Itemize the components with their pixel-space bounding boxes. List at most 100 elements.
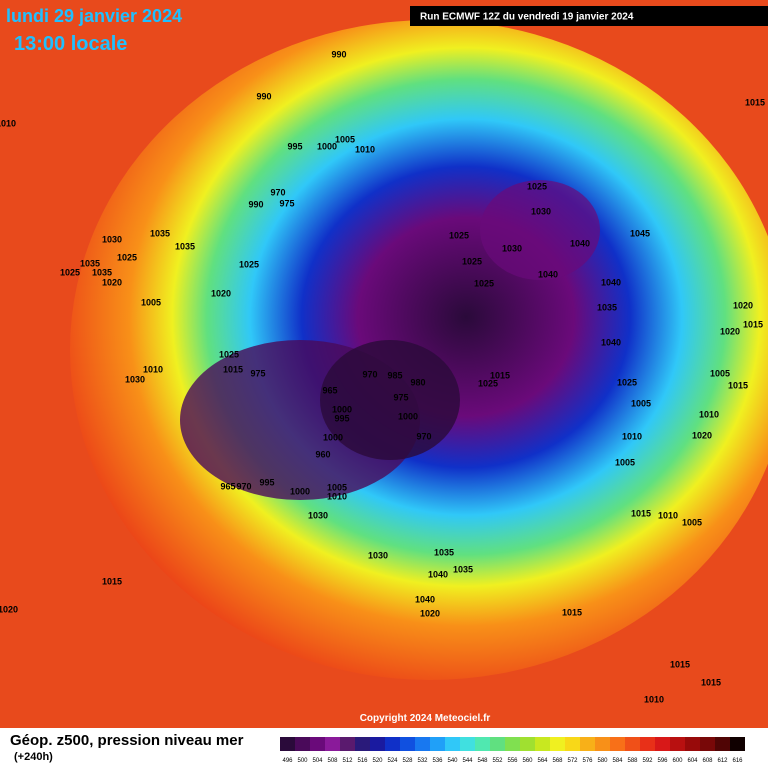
colorbar-swatch bbox=[325, 737, 340, 751]
isobar-label: 1025 bbox=[462, 256, 482, 266]
isobar-label: 1020 bbox=[420, 608, 440, 618]
isobar-label: 1025 bbox=[474, 278, 494, 288]
run-banner bbox=[410, 6, 768, 26]
colorbar-swatch bbox=[670, 737, 685, 751]
isobar-label: 965 bbox=[322, 385, 337, 395]
isobar-label: 1005 bbox=[141, 297, 161, 307]
isobar-label: 1025 bbox=[449, 230, 469, 240]
isobar-label: 1025 bbox=[60, 267, 80, 277]
isobar-label: 1010 bbox=[644, 694, 664, 704]
isobar-label: 1025 bbox=[527, 181, 547, 191]
colorbar-swatch bbox=[400, 737, 415, 751]
isobar-label: 975 bbox=[393, 392, 408, 402]
colorbar-label: 520 bbox=[372, 758, 383, 764]
isobar-label: 1045 bbox=[630, 228, 650, 238]
low-field bbox=[320, 340, 460, 460]
isobar-label: 1015 bbox=[728, 380, 748, 390]
colorbar-swatch bbox=[490, 737, 505, 751]
colorbar-label: 536 bbox=[432, 758, 443, 764]
isobar-label: 1015 bbox=[670, 659, 690, 669]
colorbar-swatch bbox=[655, 737, 670, 751]
colorbar-swatch bbox=[460, 737, 475, 751]
isobar-label: 1005 bbox=[710, 368, 730, 378]
isobar-label: 1005 bbox=[327, 482, 347, 492]
isobar-label: 970 bbox=[416, 431, 431, 441]
colorbar-label: 516 bbox=[357, 758, 368, 764]
colorbar-label: 564 bbox=[537, 758, 548, 764]
isobar-label: 965 bbox=[220, 481, 235, 491]
low-field bbox=[480, 180, 600, 280]
date: lundi 29 janvier 2024 bbox=[6, 6, 182, 26]
colorbar-label: 616 bbox=[732, 758, 743, 764]
colorbar-swatch bbox=[565, 737, 580, 751]
isobar-label: 985 bbox=[387, 370, 402, 380]
colorbar-swatch bbox=[310, 737, 325, 751]
isobar-label: 1010 bbox=[0, 118, 16, 128]
colorbar-label: 596 bbox=[657, 758, 668, 764]
isobar-label: 1000 bbox=[290, 486, 310, 496]
colorbar-label: 504 bbox=[312, 758, 323, 764]
isobar-label: 1020 bbox=[733, 300, 753, 310]
isobar-label: 970 bbox=[270, 187, 285, 197]
colorbar-swatch bbox=[550, 737, 565, 751]
isobar-label: 960 bbox=[315, 449, 330, 459]
isobar-label: 1040 bbox=[415, 594, 435, 604]
isobar-label: 995 bbox=[287, 141, 302, 151]
isobar-label: 1035 bbox=[150, 228, 170, 238]
colorbar-swatch bbox=[595, 737, 610, 751]
colorbar-label: 580 bbox=[597, 758, 608, 764]
isobar-label: 1040 bbox=[601, 277, 621, 287]
colorbar-label: 508 bbox=[327, 758, 338, 764]
isobar-label: 995 bbox=[334, 413, 349, 423]
colorbar-swatch bbox=[445, 737, 460, 751]
isobar-label: 1035 bbox=[453, 564, 473, 574]
isobar-label: 990 bbox=[331, 49, 346, 59]
colorbar-swatch bbox=[385, 737, 400, 751]
isobar-label: 1015 bbox=[102, 576, 122, 586]
colorbar-swatch bbox=[475, 737, 490, 751]
colorbar-swatch bbox=[520, 737, 535, 751]
isobar-label: 1015 bbox=[631, 508, 651, 518]
colorbar-label: 544 bbox=[462, 758, 473, 764]
colorbar-swatch bbox=[370, 737, 385, 751]
time: 13:00 locale bbox=[14, 33, 127, 55]
colorbar-swatch bbox=[640, 737, 655, 751]
isobar-label: 975 bbox=[279, 198, 294, 208]
colorbar-label: 496 bbox=[282, 758, 293, 764]
isobar-label: 1035 bbox=[175, 241, 195, 251]
run-info: Run ECMWF 12Z du vendredi 19 janvier 202… bbox=[420, 12, 634, 23]
colorbar-label: 532 bbox=[417, 758, 428, 764]
isobar-label: 970 bbox=[236, 481, 251, 491]
isobar-label: 1010 bbox=[327, 491, 347, 501]
colorbar: 496 500 504 508 512 516 520 524 528 532 536 540 544 5… bbox=[280, 737, 745, 764]
colorbar-label: 560 bbox=[522, 758, 533, 764]
isobar-label: 1040 bbox=[601, 337, 621, 347]
isobar-label: 1015 bbox=[223, 364, 243, 374]
isobar-label: 1010 bbox=[622, 431, 642, 441]
colorbar-label: 608 bbox=[702, 758, 713, 764]
isobar-label: 1010 bbox=[143, 364, 163, 374]
isobar-label: 1010 bbox=[355, 144, 375, 154]
colorbar-swatch bbox=[535, 737, 550, 751]
isobar-label: 1005 bbox=[335, 134, 355, 144]
isobar-label: 1030 bbox=[308, 510, 328, 520]
isobar-label: 1025 bbox=[617, 377, 637, 387]
isobar-label: 990 bbox=[248, 199, 263, 209]
isobar-label: 1030 bbox=[102, 234, 122, 244]
colorbar-swatch bbox=[415, 737, 430, 751]
isobar-label: 1025 bbox=[239, 259, 259, 269]
isobar-label: 990 bbox=[256, 91, 271, 101]
isobar-label: 1015 bbox=[562, 607, 582, 617]
isobar-label: 1015 bbox=[490, 370, 510, 380]
isobar-label: 1005 bbox=[682, 517, 702, 527]
isobar-label: 1025 bbox=[478, 378, 498, 388]
isobar-label: 1020 bbox=[720, 326, 740, 336]
colorbar-label: 572 bbox=[567, 758, 578, 764]
copyright: Copyright 2024 Meteociel.fr bbox=[360, 713, 491, 724]
colorbar-label: 612 bbox=[717, 758, 728, 764]
colorbar-swatch bbox=[715, 737, 730, 751]
colorbar-label: 592 bbox=[642, 758, 653, 764]
colorbar-swatch bbox=[505, 737, 520, 751]
isobar-label: 1015 bbox=[701, 677, 721, 687]
